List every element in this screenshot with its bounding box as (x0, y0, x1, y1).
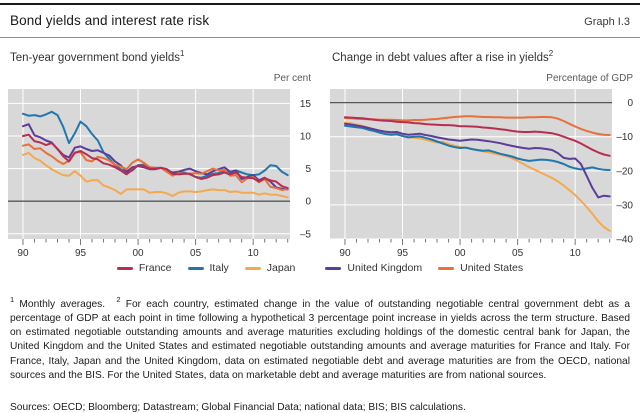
y-tick-label: 15 (300, 99, 312, 110)
series-line-japan (22, 151, 289, 199)
graph-number: Graph I.3 (584, 16, 630, 28)
panel-title-left: Ten-year government bond yields1 (8, 49, 312, 64)
left-panel: Ten-year government bond yields1 Per cen… (8, 49, 312, 261)
panel-title-right: Change in debt values after a rise in yi… (330, 49, 634, 64)
series-line-united-kingdom (344, 122, 611, 199)
y-tick-label: 0 (627, 98, 633, 109)
footnote-2-text: For each country, estimated change in th… (10, 298, 630, 381)
panel-title-right-text: Change in debt values after a rise in yi… (332, 51, 549, 64)
graph-header: Bond yields and interest rate risk Graph… (0, 5, 640, 37)
legend-swatch (244, 266, 261, 270)
header-divider (0, 37, 640, 38)
unit-label-left: Per cent (273, 73, 311, 84)
legend-group-0: France Italy Japan (116, 262, 296, 274)
y-tick-label: –10 (616, 132, 633, 143)
y-tick-label: 10 (300, 131, 312, 142)
x-tick-label: 90 (17, 248, 29, 259)
plot-area (330, 89, 612, 239)
right-panel: Change in debt values after a rise in yi… (330, 49, 634, 261)
legend-swatch (325, 266, 342, 270)
x-tick-label: 05 (512, 248, 524, 259)
x-tick-label: 95 (397, 248, 409, 259)
charts-row: Ten-year government bond yields1 Per cen… (0, 38, 640, 261)
x-tick-label: 00 (133, 248, 145, 259)
debt-values-chart: 90 95 00 05 10 0 –10 –20 –30 –40 (330, 89, 633, 259)
footnotes: 1 Monthly averages. 2 For each country, … (0, 284, 640, 383)
x-tick-label: 10 (570, 248, 582, 259)
series-line-france (344, 116, 611, 157)
x-tick-label: 05 (190, 248, 202, 259)
legend-label: United States (460, 262, 524, 274)
top-rule (0, 3, 640, 5)
legend-item-united-states: United States (438, 262, 523, 274)
y-tick-label: –30 (616, 200, 633, 211)
series-line-france (22, 133, 289, 190)
legend-item-japan: Japan (244, 262, 296, 274)
footnote-1-text: Monthly averages. (19, 298, 106, 310)
legend-swatch (438, 266, 455, 270)
y-tick-label: –20 (616, 166, 633, 177)
legend-swatch (116, 266, 133, 270)
x-tick-label: 90 (339, 248, 351, 259)
y-tick-label: 0 (305, 197, 311, 208)
x-tick-label: 00 (455, 248, 467, 259)
panel-title-right-sup: 2 (548, 49, 554, 58)
series-line-italy (344, 124, 611, 172)
sources-line: Sources: OECD; Bloomberg; Datastream; Gl… (10, 402, 466, 413)
legend-label: Japan (266, 262, 296, 274)
legend: France Italy Japan United Kingdom United Sta… (0, 262, 640, 274)
legend-label: France (138, 262, 172, 274)
bis-graph-page: Bond yields and interest rate risk Graph… (0, 3, 640, 413)
legend-item-france: France (116, 262, 172, 274)
legend-item-italy: Italy (187, 262, 229, 274)
x-tick-label: 95 (75, 248, 87, 259)
page-title: Bond yields and interest rate risk (10, 13, 210, 28)
series-line-united-states (344, 115, 611, 136)
panel-title-left-sup: 1 (180, 49, 185, 58)
footnote-1-marker: 1 (10, 295, 15, 305)
legend-label: United Kingdom (347, 262, 423, 274)
y-tick-label: –5 (300, 229, 312, 240)
legend-swatch (187, 266, 204, 270)
legend-item-united-kingdom: United Kingdom (325, 262, 422, 274)
unit-label-right: Percentage of GDP (546, 73, 633, 84)
y-tick-label: –40 (616, 235, 633, 246)
y-tick-label: 5 (305, 164, 311, 175)
legend-label: Italy (209, 262, 229, 274)
legend-group-1: United Kingdom United States (325, 262, 523, 274)
panel-title-left-text: Ten-year government bond yields (10, 51, 181, 64)
x-tick-label: 10 (248, 248, 260, 259)
footnote-2-marker: 2 (116, 295, 121, 305)
